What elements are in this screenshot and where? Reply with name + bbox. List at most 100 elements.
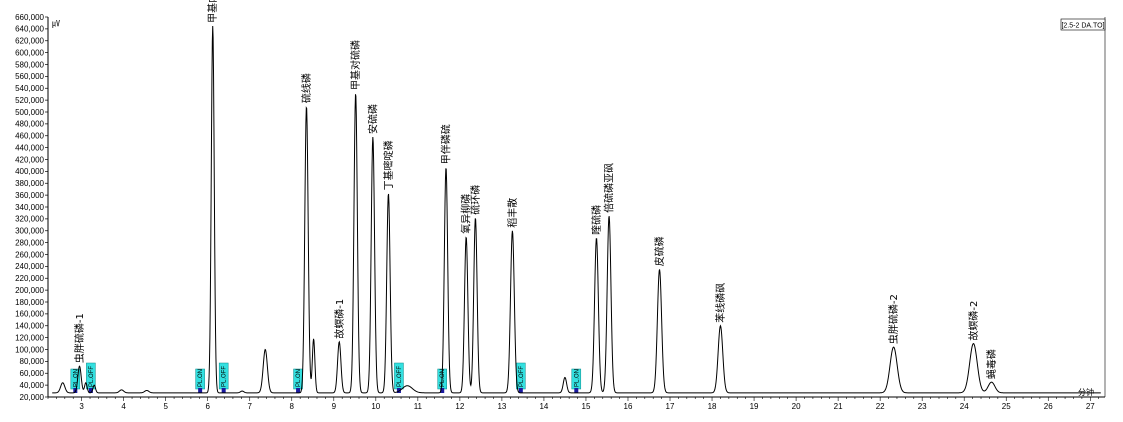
x-tick-label: 14 bbox=[539, 402, 548, 411]
y-tick-label: 620,000 bbox=[15, 37, 44, 46]
x-tick-label: 16 bbox=[624, 402, 633, 411]
peak-label: 喹硫磷 bbox=[590, 205, 603, 235]
peak-label: 硫线磷 bbox=[300, 73, 313, 103]
x-tick-label: 10 bbox=[371, 402, 380, 411]
y-tick-label: 260,000 bbox=[15, 250, 44, 259]
event-base-marker bbox=[574, 388, 579, 393]
y-tick-label: 500,000 bbox=[15, 108, 44, 117]
peak-label: 硫环磷 bbox=[469, 185, 482, 215]
x-tick-label: 8 bbox=[290, 402, 295, 411]
peak-label: 丁基嘧啶磷 bbox=[382, 140, 395, 190]
event-base-marker bbox=[198, 388, 203, 393]
y-tick-label: 520,000 bbox=[15, 96, 44, 105]
event-markers: PL.ON PL.OFF PL.ON PL.OFF PL.ON PL.OFF PL.ON PL… bbox=[70, 362, 582, 393]
y-tick-label: 400,000 bbox=[15, 167, 44, 176]
x-tick-label: 7 bbox=[248, 402, 253, 411]
x-unit-label: 分钟 bbox=[1078, 387, 1094, 397]
y-tick-label: 80,000 bbox=[20, 357, 45, 366]
x-tick-label: 18 bbox=[708, 402, 717, 411]
peak-label: 安硫磷 bbox=[366, 104, 379, 134]
y-axis: 20,000 40,000 60,000 80,000 100,000 120,000 14… bbox=[15, 13, 49, 402]
peak-label: 虫胖硫磷-2 bbox=[887, 294, 900, 344]
event-label: PL.OFF bbox=[519, 366, 525, 387]
event-label: PL.ON bbox=[296, 369, 302, 387]
x-tick-label: 17 bbox=[666, 402, 675, 411]
peak-label: 虫胖硫磷-1 bbox=[73, 313, 86, 363]
y-tick-label: 460,000 bbox=[15, 132, 44, 141]
y-tick-label: 120,000 bbox=[15, 333, 44, 342]
y-tick-label: 360,000 bbox=[15, 191, 44, 200]
event-label: PL.ON bbox=[198, 369, 204, 387]
trace-line bbox=[52, 25, 1101, 394]
y-tick-label: 60,000 bbox=[20, 369, 45, 378]
x-tick-label: 27 bbox=[1086, 402, 1095, 411]
x-tick-label: 9 bbox=[332, 402, 337, 411]
x-tick-label: 21 bbox=[834, 402, 843, 411]
trace-tag: [2.5-2 DA.TO] bbox=[1061, 23, 1104, 30]
y-tick-label: 440,000 bbox=[15, 143, 44, 152]
y-tick-label: 600,000 bbox=[15, 48, 44, 57]
peak-label: 倍硫磷亚砜 bbox=[603, 163, 616, 213]
y-tick-label: 200,000 bbox=[15, 286, 44, 295]
x-tick-label: 11 bbox=[414, 402, 423, 411]
y-tick-label: 240,000 bbox=[15, 262, 44, 271]
x-tick-label: 19 bbox=[750, 402, 759, 411]
event-base-marker bbox=[440, 388, 445, 393]
x-tick-label: 24 bbox=[960, 402, 969, 411]
event-label: PL.OFF bbox=[222, 366, 228, 387]
peak-label: 甲伴磷硫 bbox=[440, 124, 453, 164]
trace-tag-box bbox=[1060, 18, 1106, 31]
y-tick-label: 660,000 bbox=[15, 13, 44, 22]
x-tick-label: 13 bbox=[497, 402, 506, 411]
x-tick-label: 26 bbox=[1044, 402, 1053, 411]
x-tick-label: 4 bbox=[121, 402, 126, 411]
x-tick-label: 12 bbox=[455, 402, 464, 411]
event-label: PL.ON bbox=[73, 369, 79, 387]
event-base-marker bbox=[88, 388, 93, 393]
peak-label: 氧异柳磷 bbox=[460, 194, 473, 234]
peak-label: 甲基内吸磷 bbox=[206, 0, 219, 23]
y-tick-label: 580,000 bbox=[15, 60, 44, 69]
y-tick-label: 540,000 bbox=[15, 84, 44, 93]
peak-label: 故螟磷-1 bbox=[333, 299, 346, 339]
event-label: PL.ON bbox=[440, 369, 446, 387]
y-tick-label: 100,000 bbox=[15, 345, 44, 354]
y-tick-label: 480,000 bbox=[15, 120, 44, 129]
x-axis: 3 4 5 6 7 8 9 10 11 12 13 14 15 16 17 18 19 20 21 22 23 24 25 2… bbox=[47, 17, 1106, 411]
y-tick-label: 340,000 bbox=[15, 203, 44, 212]
y-unit-glyph: ㎶ bbox=[52, 19, 60, 29]
event-label: PL.ON bbox=[574, 369, 580, 387]
x-tick-label: 25 bbox=[1002, 402, 1011, 411]
event-base-marker bbox=[296, 388, 301, 393]
peak-label: 稻丰散 bbox=[506, 198, 519, 228]
y-tick-label: 640,000 bbox=[15, 25, 44, 34]
y-tick-label: 420,000 bbox=[15, 155, 44, 164]
x-tick-label: 5 bbox=[163, 402, 168, 411]
event-label: PL.OFF bbox=[89, 366, 95, 387]
event-label: PL.OFF bbox=[397, 366, 403, 387]
x-tick-label: 20 bbox=[792, 402, 801, 411]
y-tick-label: 300,000 bbox=[15, 227, 44, 236]
peak-label: 皮硫磷 bbox=[653, 236, 666, 266]
y-tick-label: 40,000 bbox=[20, 381, 45, 390]
y-tick-label: 280,000 bbox=[15, 238, 44, 247]
y-tick-label: 20,000 bbox=[20, 393, 45, 402]
peak-label: 故螟磷-2 bbox=[967, 301, 980, 341]
y-tick-label: 180,000 bbox=[15, 298, 44, 307]
y-tick-label: 140,000 bbox=[15, 322, 44, 331]
y-tick-label: 320,000 bbox=[15, 215, 44, 224]
event-base-marker bbox=[518, 388, 523, 393]
x-tick-label: 6 bbox=[205, 402, 210, 411]
y-tick-label: 220,000 bbox=[15, 274, 44, 283]
x-tick-label: 15 bbox=[582, 402, 591, 411]
y-tick-label: 380,000 bbox=[15, 179, 44, 188]
chromatogram-trace bbox=[52, 25, 1101, 394]
peak-label: 苯线磷砜 bbox=[714, 283, 727, 323]
y-tick-label: 560,000 bbox=[15, 72, 44, 81]
y-tick-label: 160,000 bbox=[15, 310, 44, 319]
event-base-marker bbox=[221, 388, 226, 393]
peak-label: 甲基对硫磷 bbox=[349, 40, 362, 90]
x-tick-label: 3 bbox=[79, 402, 84, 411]
x-tick-label: 23 bbox=[918, 402, 927, 411]
